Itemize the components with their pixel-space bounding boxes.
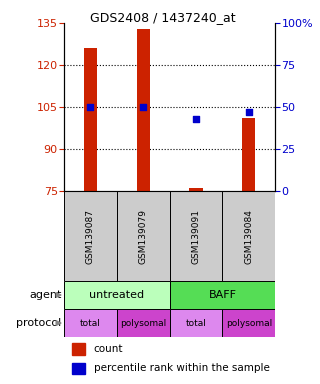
FancyBboxPatch shape: [222, 191, 275, 281]
Text: untreated: untreated: [89, 290, 144, 300]
FancyBboxPatch shape: [117, 191, 170, 281]
Point: [141, 104, 146, 110]
Text: agent: agent: [29, 290, 61, 300]
Bar: [72, 343, 85, 355]
Text: GSM139079: GSM139079: [139, 209, 148, 264]
Text: GSM139087: GSM139087: [86, 209, 95, 264]
Text: polysomal: polysomal: [120, 319, 166, 328]
Text: GSM139091: GSM139091: [191, 209, 201, 264]
Text: total: total: [80, 319, 101, 328]
FancyBboxPatch shape: [170, 281, 275, 309]
Point: [193, 116, 198, 122]
FancyBboxPatch shape: [222, 309, 275, 337]
Text: protocol: protocol: [16, 318, 61, 328]
Text: GDS2408 / 1437240_at: GDS2408 / 1437240_at: [90, 12, 236, 25]
Bar: [72, 362, 85, 374]
Text: polysomal: polysomal: [226, 319, 272, 328]
Bar: [242, 118, 255, 191]
FancyBboxPatch shape: [64, 191, 117, 281]
Text: total: total: [186, 319, 206, 328]
FancyBboxPatch shape: [64, 309, 117, 337]
Bar: [189, 189, 203, 191]
Point: [88, 104, 93, 110]
Bar: [84, 48, 97, 191]
Text: percentile rank within the sample: percentile rank within the sample: [93, 364, 269, 374]
Text: BAFF: BAFF: [208, 290, 236, 300]
FancyBboxPatch shape: [170, 191, 222, 281]
Text: GSM139084: GSM139084: [244, 209, 253, 263]
FancyBboxPatch shape: [117, 309, 170, 337]
FancyBboxPatch shape: [170, 309, 222, 337]
Bar: [137, 29, 150, 191]
Text: count: count: [93, 344, 123, 354]
Point: [246, 109, 251, 115]
FancyBboxPatch shape: [64, 281, 170, 309]
